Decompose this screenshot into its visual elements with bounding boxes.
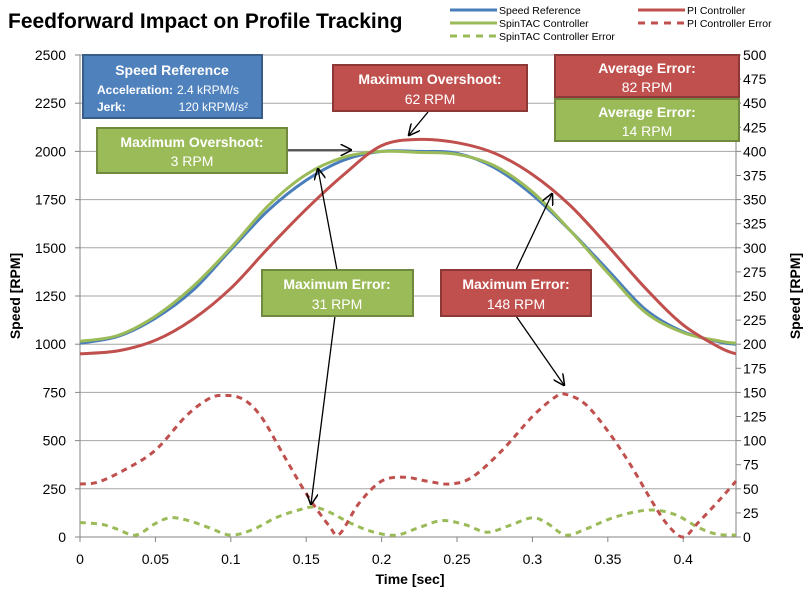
legend-label: Speed Reference [499,5,581,17]
x-tick-label: 0.15 [293,551,320,567]
svg-text:82 RPM: 82 RPM [622,79,673,95]
y-right-tick-label: 275 [743,264,767,280]
y-left-tick-label: 0 [58,529,66,545]
y-right-tick-label: 450 [743,95,767,111]
y-left-tick-label: 2000 [35,143,66,159]
svg-text:2.4 kRPM/s: 2.4 kRPM/s [177,83,239,97]
svg-text:14 RPM: 14 RPM [622,123,673,139]
y-left-tick-label: 750 [43,384,67,400]
annotation-spintac-max-overshoot: Maximum Overshoot: 3 RPM [96,127,288,174]
y-right-tick-label: 400 [743,143,767,159]
y-left-tick-label: 2500 [35,47,66,63]
y-right-tick-label: 50 [743,481,759,497]
legend-item: Speed Reference [450,5,581,17]
annotation-pi-max-overshoot: Maximum Overshoot: 62 RPM [332,64,528,112]
svg-text:Acceleration:: Acceleration: [97,83,173,97]
arrow-spintac-error-upper [318,169,338,271]
x-tick-label: 0.1 [221,551,241,567]
x-tick-label: 0.3 [523,551,543,567]
svg-text:62 RPM: 62 RPM [405,91,456,107]
arrow-pi-overshoot [409,111,429,135]
y-left-tick-label: 500 [43,433,67,449]
svg-text:Speed Reference: Speed Reference [115,62,229,78]
svg-text:Maximum Overshoot:: Maximum Overshoot: [358,71,501,87]
y-left-tick-label: 1250 [35,288,66,304]
annotation-spintac-max-error: Maximum Error: 31 RPM [261,269,414,317]
y-axis-right-title: Speed [RPM] [787,253,803,339]
y-left-tick-label: 1000 [35,336,66,352]
chart-title: Feedforward Impact on Profile Tracking [8,10,402,33]
y-right-tick-label: 500 [743,47,767,63]
y-right-tick-label: 425 [743,119,767,135]
x-tick-label: 0.4 [673,551,693,567]
x-tick-label: 0.35 [594,551,621,567]
series-line-spintac-controller [79,149,737,345]
x-tick-label: 0.25 [443,551,470,567]
series-line-pi-controller-error [79,392,738,539]
annotation-spintac-average-error: Average Error: 14 RPM [554,98,740,142]
annotation-pi-average-error: Average Error: 82 RPM [554,54,740,98]
axes: 0250500750100012501500175020002250250002… [35,47,767,567]
legend-item: SpinTAC Controller [450,18,589,30]
svg-text:Average Error:: Average Error: [598,104,696,120]
y-right-tick-label: 75 [743,457,759,473]
svg-text:Maximum Error:: Maximum Error: [462,276,569,292]
annotation-pi-max-error: Maximum Error: 148 RPM [440,269,592,317]
arrow-pi-error-upper [515,194,552,271]
legend-label: PI Controller Error [687,18,772,30]
svg-text:148 RPM: 148 RPM [487,296,545,312]
x-tick-label: 0.05 [142,551,169,567]
series-line-spintac-controller-error [79,505,737,537]
legend-item: PI Controller [638,5,746,17]
svg-text:31 RPM: 31 RPM [312,296,363,312]
y-right-tick-label: 375 [743,168,767,184]
legend-label: PI Controller [687,5,746,17]
arrow-spintac-error-lower [311,315,336,504]
annotation-arrows [288,111,564,504]
svg-text:Jerk:: Jerk: [97,100,126,114]
x-tick-label: 0.2 [372,551,392,567]
legend-label: SpinTAC Controller [499,18,589,30]
legend-item: PI Controller Error [638,18,772,30]
x-tick-label: 0 [76,551,84,567]
y-right-tick-label: 175 [743,360,767,376]
y-axis-left-title: Speed [RPM] [7,253,23,339]
annotation-speed-reference: Speed Reference Acceleration: 2.4 kRPM/s… [82,54,263,119]
svg-text:3 RPM: 3 RPM [171,153,214,169]
y-right-tick-label: 25 [743,505,759,521]
y-right-tick-label: 225 [743,312,767,328]
y-right-tick-label: 350 [743,192,767,208]
svg-text:Average Error:: Average Error: [598,60,696,76]
arrow-pi-error-lower [515,315,564,385]
legend-item: SpinTAC Controller Error [450,31,615,43]
x-axis-title: Time [sec] [376,571,445,587]
y-right-tick-label: 150 [743,384,767,400]
y-right-tick-label: 300 [743,240,767,256]
svg-text:Maximum Error:: Maximum Error: [283,276,390,292]
y-right-tick-label: 475 [743,71,767,87]
y-left-tick-label: 1500 [35,240,66,256]
y-right-tick-label: 325 [743,216,767,232]
y-right-tick-label: 100 [743,433,767,449]
y-right-tick-label: 0 [743,529,751,545]
y-left-tick-label: 2250 [35,95,66,111]
svg-text:Maximum Overshoot:: Maximum Overshoot: [120,134,263,150]
y-right-tick-label: 250 [743,288,767,304]
legend-label: SpinTAC Controller Error [499,31,615,43]
series-line-pi-controller [79,137,737,356]
y-left-tick-label: 250 [43,481,67,497]
series-lines [79,137,738,539]
y-left-tick-label: 1750 [35,192,66,208]
y-right-tick-label: 200 [743,336,767,352]
svg-text:120 kRPM/s²: 120 kRPM/s² [179,100,248,114]
y-right-tick-label: 125 [743,409,767,425]
